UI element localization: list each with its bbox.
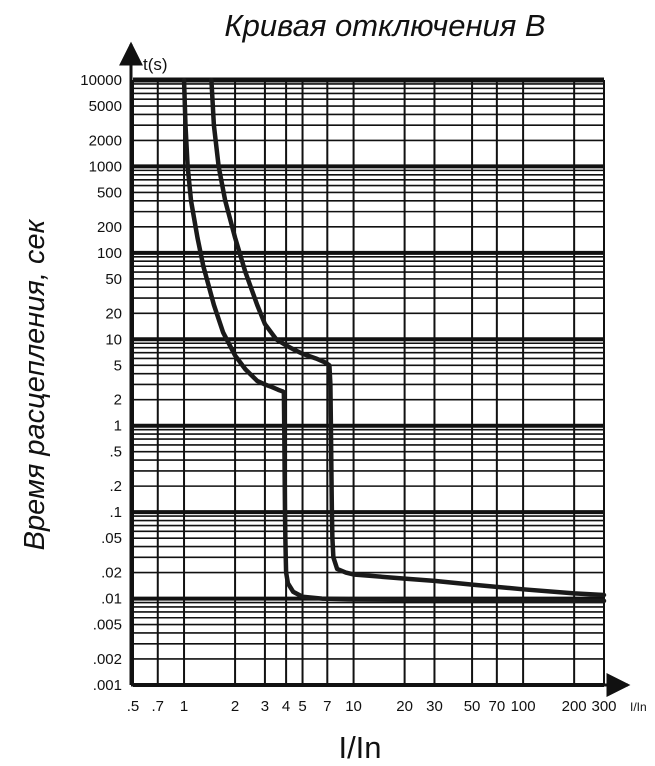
x-tick-label: 10 <box>345 698 362 715</box>
x-tick-label: 20 <box>396 698 413 715</box>
chart-grid <box>132 77 605 687</box>
x-tick-label: 7 <box>323 698 331 715</box>
y-tick-label: 2 <box>114 392 122 409</box>
series-layer <box>181 77 607 604</box>
y-axis-title: Время расцепления, сек <box>19 218 51 550</box>
y-tick-label: .001 <box>93 677 122 694</box>
y-tick-label: 5 <box>114 357 122 374</box>
trip-curve-1 <box>181 77 607 604</box>
y-tick-label: .01 <box>101 591 122 608</box>
y-tick-label: 100 <box>97 245 122 262</box>
y-tick-label: 10 <box>105 331 122 348</box>
y-tick-labels: 10000 5000 2000 1000 500 200 100 50 20 10 5 2 1 .5 .2.… <box>80 72 122 694</box>
trip-curve-2 <box>209 77 607 598</box>
x-tick-label: 100 <box>511 698 536 715</box>
x-tick-label: 30 <box>426 698 443 715</box>
y-tick-label: 5000 <box>89 98 122 115</box>
x-axis-unit: I/In <box>630 700 647 714</box>
x-tick-label: 3 <box>261 698 269 715</box>
x-tick-label: .7 <box>152 698 165 715</box>
y-tick-label: .2 <box>109 478 122 495</box>
x-axis-title: I/In <box>338 730 381 765</box>
x-tick-label: 4 <box>282 698 290 715</box>
x-tick-label: 1 <box>180 698 188 715</box>
y-tick-label: .005 <box>93 617 122 634</box>
y-tick-label: .1 <box>109 504 122 521</box>
x-tick-label: 2 <box>231 698 239 715</box>
y-tick-label: 10000 <box>80 72 122 89</box>
y-tick-label: 1000 <box>89 158 122 175</box>
x-tick-labels: .5 .7 1 2 3 4 5 7 10 20 30 50 70 100 200 300 <box>127 698 617 715</box>
y-tick-label: .002 <box>93 651 122 668</box>
y-tick-label: .05 <box>101 530 122 547</box>
y-tick-label: .5 <box>109 444 122 461</box>
x-tick-label: 5 <box>298 698 306 715</box>
y-tick-label: 500 <box>97 184 122 201</box>
y-tick-label: 1 <box>114 418 122 435</box>
y-tick-label: 200 <box>97 219 122 236</box>
y-axis-unit: t(s) <box>143 55 168 74</box>
x-tick-label: 50 <box>464 698 481 715</box>
y-tick-label: .02 <box>101 565 122 582</box>
x-tick-label: 300 <box>591 698 616 715</box>
y-tick-label: 2000 <box>89 132 122 149</box>
y-tick-label: 50 <box>105 271 122 288</box>
x-tick-label: 200 <box>562 698 587 715</box>
x-tick-label: 70 <box>489 698 506 715</box>
y-tick-label: 20 <box>105 305 122 322</box>
chart-title: Кривая отключения B <box>224 8 545 43</box>
x-tick-label: .5 <box>127 698 140 715</box>
